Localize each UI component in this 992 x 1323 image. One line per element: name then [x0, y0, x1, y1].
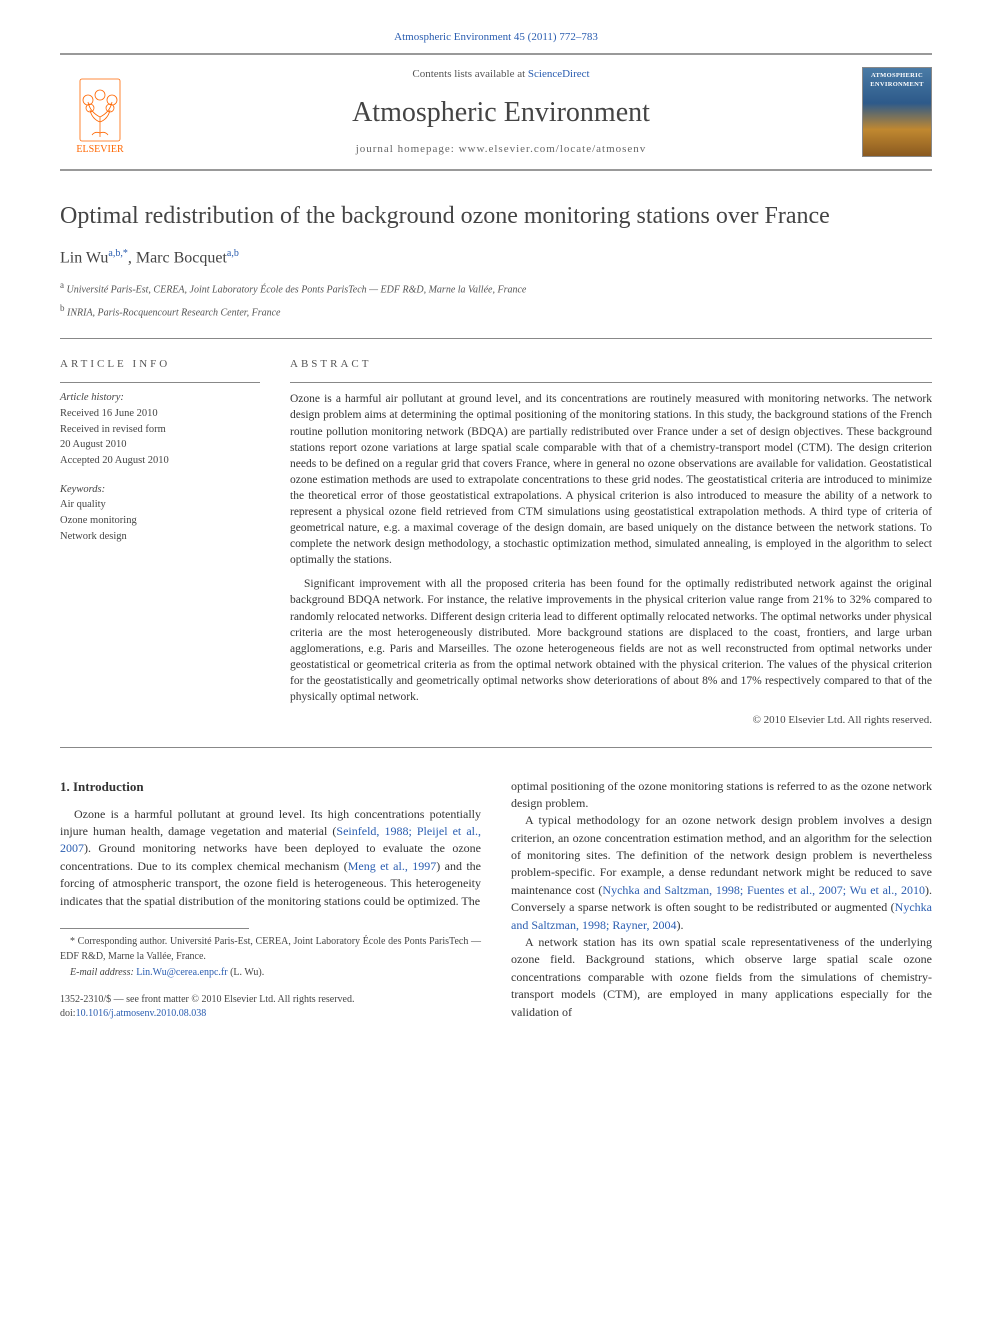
keyword-3: Network design	[60, 530, 260, 545]
intro-p1-cont: optimal positioning of the ozone monitor…	[511, 778, 932, 813]
article-meta-row: article info Article history: Received 1…	[60, 357, 932, 729]
abstract-block: abstract Ozone is a harmful air pollutan…	[290, 357, 932, 729]
history-received: Received 16 June 2010	[60, 407, 260, 422]
section-1-heading: 1. Introduction	[60, 778, 481, 796]
abstract-p2: Significant improvement with all the pro…	[290, 576, 932, 705]
journal-name: Atmospheric Environment	[140, 93, 862, 132]
abstract-divider	[290, 382, 932, 383]
history-label: Article history:	[60, 391, 260, 406]
doi-label: doi:	[60, 1008, 76, 1019]
affil-text-b: INRIA, Paris-Rocquencourt Research Cente…	[67, 307, 280, 318]
affil-sup-b: b	[60, 303, 65, 313]
author-list: Lin Wua,b,*, Marc Bocqueta,b	[60, 247, 932, 270]
history-revised-label: Received in revised form	[60, 423, 260, 438]
affil-text-a: Université Paris-Est, CEREA, Joint Labor…	[67, 285, 527, 296]
header-center: Contents lists available at ScienceDirec…	[140, 67, 862, 157]
elsevier-tree-icon	[70, 77, 130, 143]
body-col-right: optimal positioning of the ozone monitor…	[511, 778, 932, 1021]
email-suffix: (L. Wu).	[228, 967, 265, 978]
keyword-1: Air quality	[60, 498, 260, 513]
article-title: Optimal redistribution of the background…	[60, 201, 932, 232]
footnote-separator	[60, 928, 249, 929]
keywords-label: Keywords:	[60, 483, 260, 498]
history-revised-date: 20 August 2010	[60, 438, 260, 453]
divider	[60, 338, 932, 339]
email-label: E-mail address:	[70, 967, 136, 978]
journal-cover-thumbnail: ATMOSPHERIC ENVIRONMENT	[862, 67, 932, 157]
intro-p3: A network station has its own spatial sc…	[511, 934, 932, 1021]
history-accepted: Accepted 20 August 2010	[60, 454, 260, 469]
author-separator: ,	[128, 249, 136, 266]
article-info-block: article info Article history: Received 1…	[60, 357, 260, 729]
email-line: E-mail address: Lin.Wu@cerea.enpc.fr (L.…	[60, 966, 481, 981]
author-email-link[interactable]: Lin.Wu@cerea.enpc.fr	[136, 967, 227, 978]
footnotes: * Corresponding author. Université Paris…	[60, 935, 481, 981]
abstract-copyright: © 2010 Elsevier Ltd. All rights reserved…	[290, 713, 932, 728]
article-info-heading: article info	[60, 357, 260, 372]
journal-homepage-line: journal homepage: www.elsevier.com/locat…	[140, 142, 862, 157]
divider-2	[60, 747, 932, 748]
body-two-column: 1. Introduction Ozone is a harmful pollu…	[60, 778, 932, 1021]
author-2-affil: a,b	[227, 248, 239, 259]
cover-label: ATMOSPHERIC ENVIRONMENT	[863, 71, 931, 89]
affiliation-a: a Université Paris-Est, CEREA, Joint Lab…	[60, 279, 932, 297]
intro-p1: Ozone is a harmful pollutant at ground l…	[60, 806, 481, 910]
abstract-heading: abstract	[290, 357, 932, 372]
publisher-name: ELSEVIER	[76, 143, 123, 157]
footer-copyright: 1352-2310/$ — see front matter © 2010 El…	[60, 993, 481, 1021]
abstract-p1: Ozone is a harmful air pollutant at grou…	[290, 391, 932, 568]
contents-prefix: Contents lists available at	[412, 68, 527, 80]
affil-sup-a: a	[60, 280, 64, 290]
sciencedirect-link[interactable]: ScienceDirect	[528, 68, 590, 80]
footer-front-matter: 1352-2310/$ — see front matter © 2010 El…	[60, 994, 354, 1005]
ref-nychka1-link[interactable]: Nychka and Saltzman, 1998; Fuentes et al…	[602, 883, 925, 897]
body-col-left: 1. Introduction Ozone is a harmful pollu…	[60, 778, 481, 1021]
author-1: Lin Wu	[60, 249, 108, 266]
contents-available-line: Contents lists available at ScienceDirec…	[140, 67, 862, 82]
intro-p2: A typical methodology for an ozone netwo…	[511, 812, 932, 934]
corresponding-author-note: * Corresponding author. Université Paris…	[60, 935, 481, 964]
ref-meng-link[interactable]: Meng et al., 1997	[348, 859, 437, 873]
author-1-affil: a,b,	[108, 248, 122, 259]
affiliation-list: a Université Paris-Est, CEREA, Joint Lab…	[60, 279, 932, 320]
publisher-logo: ELSEVIER	[60, 67, 140, 157]
intro-p2-post: ).	[677, 918, 684, 932]
homepage-url: www.elsevier.com/locate/atmosenv	[459, 143, 647, 155]
info-divider	[60, 382, 260, 383]
keyword-2: Ozone monitoring	[60, 514, 260, 529]
affiliation-b: b INRIA, Paris-Rocquencourt Research Cen…	[60, 302, 932, 320]
doi-link[interactable]: 10.1016/j.atmosenv.2010.08.038	[76, 1008, 207, 1019]
author-2: Marc Bocquet	[136, 249, 227, 266]
header-citation: Atmospheric Environment 45 (2011) 772–78…	[60, 30, 932, 45]
journal-header: ELSEVIER Contents lists available at Sci…	[60, 53, 932, 171]
homepage-prefix: journal homepage:	[356, 143, 459, 155]
